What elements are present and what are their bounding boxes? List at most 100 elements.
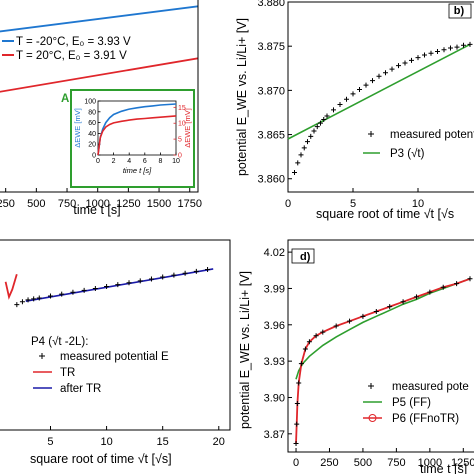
- panel-a-axes: [0, 0, 199, 193]
- tick-label-d-y-1: 3.90: [264, 392, 285, 404]
- point-b-24: [415, 55, 421, 61]
- point-b-14: [350, 91, 356, 97]
- legend-d-swatch-0: [368, 383, 374, 389]
- point-b-26: [428, 50, 434, 56]
- point-b-8: [318, 120, 323, 126]
- inset-tick-label-yr-0: 0: [178, 153, 182, 160]
- panel-b-ylabel: potential E_WE vs. Li/Li+ [V]: [235, 18, 249, 176]
- point-b-31: [461, 42, 466, 48]
- point-b-5: [308, 133, 314, 139]
- point-b-28: [441, 47, 447, 53]
- inset-tick-label-x-2: 4: [127, 158, 131, 165]
- point-b-32: [467, 41, 473, 47]
- point-b-6: [311, 128, 317, 134]
- inset-tick-label-yl-3: 60: [88, 120, 96, 127]
- point-d-10: [347, 318, 353, 324]
- point-b-3: [301, 145, 307, 151]
- point-b-25: [422, 52, 427, 58]
- point-c-12: [126, 280, 132, 286]
- inset-tick-label-yl-5: 100: [84, 99, 96, 106]
- panel-d-xlabel: time t [s]: [420, 462, 467, 474]
- point-b-11: [331, 107, 336, 113]
- point-b-18: [376, 73, 382, 79]
- tick-label-d-y-4: 3.99: [264, 283, 285, 295]
- inset-tick-label-yl-0: 0: [92, 153, 96, 160]
- point-d-12: [373, 308, 379, 314]
- point-c-5: [47, 293, 53, 299]
- tick-label-b-y-3: 3.875: [257, 41, 285, 53]
- inset-series-2: [97, 115, 177, 156]
- series-b-fit: [287, 43, 471, 140]
- inset-tick-label-yr-2: 10: [178, 121, 186, 128]
- series-d-p5: [295, 278, 471, 380]
- point-c-8: [81, 287, 87, 293]
- inset-tick-label-x-3: 6: [143, 158, 147, 165]
- point-b-1: [295, 160, 301, 166]
- point-b-9: [321, 117, 327, 123]
- point-b-17: [370, 78, 375, 84]
- tick-label-b-y-1: 3.865: [257, 130, 285, 142]
- legend-a-label-1: T = 20°C, E₀ = 3.91 V: [16, 50, 127, 62]
- panel-b: 0 5 10 3.860 3.865 3.870 3.875 3.880 b) square ro…: [235, 0, 474, 221]
- point-d-19: [467, 276, 473, 282]
- panel-b-xlabel: square root of time √t [√s: [316, 207, 454, 221]
- series-d-p6: [295, 277, 471, 444]
- tick-label-d-y-3: 3.96: [264, 320, 285, 332]
- point-b-4: [305, 139, 310, 145]
- point-c-6: [59, 291, 65, 297]
- tick-label-b-x-1: 5: [350, 198, 356, 210]
- point-b-19: [383, 70, 388, 76]
- point-c-0: [14, 302, 20, 308]
- panel-a-plot: [0, 5, 198, 93]
- point-b-20: [389, 66, 395, 72]
- series-a-1: [0, 5, 198, 33]
- point-b-16: [363, 82, 369, 88]
- tick-label-a-x-2: 750: [58, 198, 76, 210]
- point-b-23: [409, 57, 414, 63]
- inset-tick-label-yr-1: 5: [178, 137, 182, 144]
- tick-label-d-x-2: 500: [354, 457, 372, 469]
- point-c-4: [36, 295, 42, 301]
- panel-b-axes: [287, 1, 474, 193]
- point-c-18: [193, 268, 199, 274]
- point-c-11: [115, 282, 121, 288]
- point-c-16: [171, 272, 177, 278]
- legend-d-label-1: P5 (FF): [392, 397, 431, 409]
- point-d-7: [313, 333, 319, 339]
- panel-d: 0 250 500 750 1000 1250 3.87 3.90 3.93 3.96 3.99 4.…: [238, 239, 474, 474]
- point-b-13: [344, 96, 349, 102]
- point-c-1: [19, 299, 25, 305]
- point-c-7: [70, 289, 76, 295]
- tick-label-d-x-3: 750: [387, 457, 405, 469]
- tick-label-b-x-0: 0: [285, 198, 291, 210]
- tick-label-a-x-3: 1000: [85, 198, 109, 210]
- point-c-17: [182, 270, 188, 276]
- point-d-9: [333, 323, 339, 329]
- tick-label-a-x-1: 500: [27, 198, 45, 210]
- point-d-4: [298, 361, 304, 367]
- legend-a-label-0: T = -20°C, E₀ = 3.93 V: [16, 36, 131, 48]
- point-d-18: [454, 281, 460, 287]
- point-b-7: [314, 124, 320, 130]
- tick-label-d-x-0: 0: [293, 457, 299, 469]
- tick-label-d-y-0: 3.87: [264, 429, 285, 441]
- point-d-11: [360, 313, 366, 319]
- point-c-10: [104, 284, 110, 290]
- series-c-tr: [4, 273, 18, 300]
- inset-tick-label-x-4: 8: [158, 158, 162, 165]
- tick-label-a-x-0: 250: [0, 198, 15, 210]
- tick-label-b-x-2: 10: [412, 198, 424, 210]
- tick-label-d-x-5: 1250: [451, 457, 474, 469]
- panel-c: 5 10 15 20 square root of time √t [√s] P4 (√t…: [0, 239, 231, 466]
- point-d-6: [306, 339, 312, 345]
- tick-label-d-x-4: 1000: [418, 457, 442, 469]
- point-d-8: [320, 329, 326, 335]
- point-b-15: [357, 86, 362, 92]
- inset-tick-label-yl-4: 80: [88, 109, 96, 116]
- point-c-14: [148, 276, 154, 282]
- point-c-15: [160, 274, 166, 280]
- inset-xlabel: time t [s]: [123, 166, 152, 175]
- legend-d-label-2: P6 (FFnoTR): [392, 413, 459, 425]
- tick-label-d-y-5: 4.02: [264, 247, 285, 259]
